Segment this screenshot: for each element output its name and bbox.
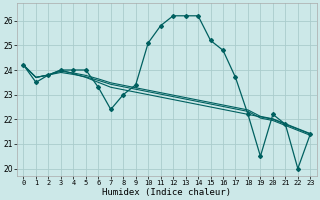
X-axis label: Humidex (Indice chaleur): Humidex (Indice chaleur): [102, 188, 231, 197]
